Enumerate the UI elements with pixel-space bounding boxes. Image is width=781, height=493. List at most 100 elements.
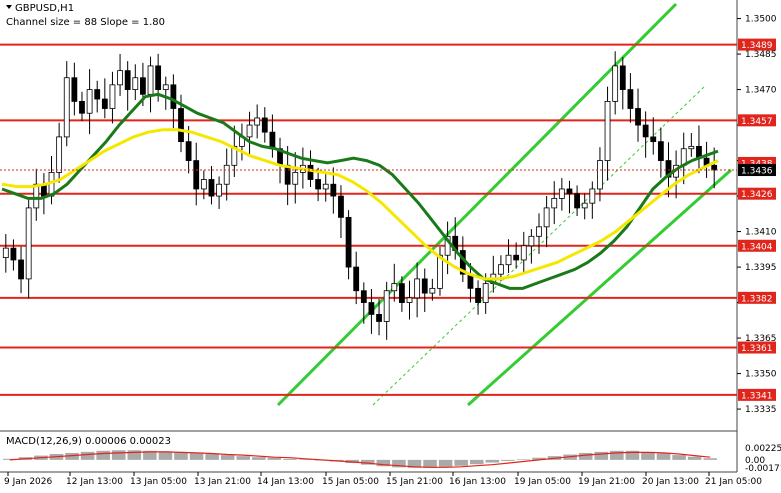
candle-body <box>566 188 573 195</box>
candle-body <box>688 145 695 150</box>
macd-bar <box>96 450 110 460</box>
macd-bar <box>205 454 219 460</box>
candle-body <box>475 287 481 303</box>
candle-body <box>429 287 436 294</box>
macd-bar <box>111 450 126 460</box>
x-tick-label: 15 Jan 05:00 <box>322 477 379 487</box>
candle-body <box>711 164 718 171</box>
candle-body <box>292 171 299 185</box>
candle-body <box>543 207 550 228</box>
macd-ticks: 0.00225 0.00-0.00171 <box>745 444 781 474</box>
macd-bar <box>703 458 717 460</box>
x-tick-label: 20 Jan 13:00 <box>642 477 699 487</box>
candle-body <box>642 124 649 138</box>
candle-body <box>216 183 222 197</box>
candle-body <box>117 70 123 86</box>
candle-body <box>208 179 215 197</box>
candle-body <box>101 98 108 109</box>
candle-body <box>185 141 192 161</box>
candle-body <box>86 89 93 114</box>
candle-body <box>437 254 443 289</box>
x-tick-label: 19 Jan 21:00 <box>578 477 635 487</box>
candle-body <box>162 84 169 90</box>
candle-body <box>558 188 565 199</box>
candle-body <box>520 245 527 261</box>
macd-bar <box>143 450 157 460</box>
candle-body <box>597 160 603 190</box>
candle-body <box>383 290 390 322</box>
y-tick-label: 1.3410 <box>745 228 777 238</box>
candle-body <box>360 290 367 303</box>
channel-upper-line <box>276 2 678 407</box>
candle-body <box>147 65 154 95</box>
ma-line-1 <box>1 128 719 281</box>
candle-body <box>551 198 558 209</box>
candle-body <box>63 77 70 138</box>
candle-body <box>345 216 352 268</box>
macd-histogram <box>3 450 717 468</box>
candle-body <box>140 77 146 95</box>
candle-body <box>574 193 580 209</box>
candle-body <box>25 207 32 280</box>
level-label-4: 1.3382 <box>741 294 773 304</box>
macd-bar <box>469 459 484 465</box>
y-tick-label: 1.3500 <box>745 15 777 25</box>
current-price-label: 1.3436 <box>741 167 773 177</box>
candle-body <box>10 247 17 261</box>
candle-body <box>398 283 405 303</box>
ma-line-0 <box>1 92 719 290</box>
level-price-labels: 1.34891.34571.34261.34041.33821.33611.33… <box>0 38 776 401</box>
candle-body <box>155 65 162 90</box>
x-tick-label: 19 Jan 05:00 <box>514 477 571 487</box>
channel-label: Channel size = 88 Slope = 1.80 <box>6 17 165 28</box>
candle-body <box>79 101 85 114</box>
candle-body <box>132 77 139 90</box>
x-axis-ticks: 9 Jan 2026 12 Jan 13:00 13 Jan 05:00 13 Jan… <box>4 472 762 487</box>
macd-bar <box>252 457 266 460</box>
macd-bar <box>578 452 593 460</box>
macd-bar <box>516 459 531 460</box>
candle-body <box>536 226 542 237</box>
current-price-bg <box>738 164 776 177</box>
level-label-2: 1.3426 <box>741 190 773 200</box>
y-tick-label: 1.3335 <box>745 405 777 415</box>
candle-body <box>193 160 200 190</box>
macd-bar <box>283 458 297 460</box>
candle-body <box>513 254 520 261</box>
x-tick-label: 21 Jan 05:00 <box>705 477 762 487</box>
candle-body <box>657 141 664 161</box>
candle-body <box>330 183 337 197</box>
macd-bar <box>361 459 375 465</box>
candle-body <box>482 283 489 303</box>
x-tick-label: 15 Jan 21:00 <box>386 477 443 487</box>
y-axis-ticks: 1.3335 1.3350 1.3365 1.3395 1.3410 1.3470 1.34… <box>737 15 777 415</box>
macd-bar <box>267 457 282 460</box>
candle-body <box>109 84 116 109</box>
macd-bar <box>641 451 655 460</box>
macd-bar <box>376 459 391 467</box>
candle-body <box>421 278 428 294</box>
y-tick-label: 1.3365 <box>745 334 777 344</box>
candle-body <box>589 188 596 204</box>
macd-bar <box>189 452 204 460</box>
level-label-bg-0 <box>738 38 776 51</box>
level-label-bg-5 <box>738 341 776 354</box>
level-label-bg-3 <box>738 239 776 252</box>
level-label-bg-2 <box>738 187 776 200</box>
dropdown-triangle-icon[interactable] <box>6 5 12 9</box>
x-tick-label: 16 Jan 13:00 <box>449 477 506 487</box>
candle-body <box>71 77 78 102</box>
level-label-5: 1.3361 <box>741 344 773 354</box>
macd-bar <box>501 459 515 461</box>
macd-bar <box>298 459 313 460</box>
macd-bar <box>158 451 173 460</box>
macd-bar <box>220 455 235 460</box>
candle-body <box>124 70 131 90</box>
main-panel <box>0 0 737 430</box>
macd-bar <box>594 451 609 460</box>
level-label-3: 1.3404 <box>741 242 773 252</box>
candle-body <box>338 195 344 218</box>
candle-body <box>444 235 451 256</box>
candle-body <box>353 266 360 292</box>
